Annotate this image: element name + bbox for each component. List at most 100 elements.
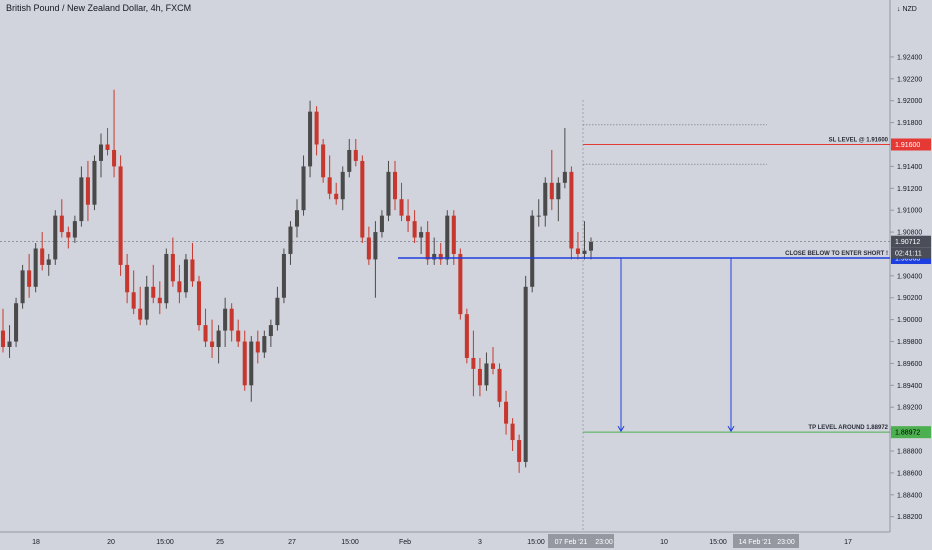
candle-body xyxy=(419,232,424,238)
candle-body xyxy=(105,144,110,150)
plot-background xyxy=(0,0,890,532)
last-price-tag xyxy=(891,235,931,248)
time-tick-label: 10 xyxy=(660,539,668,546)
price-tick-label: 1.90400 xyxy=(897,273,922,280)
candle-body xyxy=(183,259,188,293)
candle-body xyxy=(366,237,371,260)
price-tick-label: 1.91400 xyxy=(897,164,922,171)
candle-body xyxy=(7,341,12,348)
countdown-tag xyxy=(891,247,931,259)
time-tick-label: 27 xyxy=(288,539,296,546)
price-tick-label: 1.92400 xyxy=(897,54,922,61)
candle-body xyxy=(458,253,463,315)
price-tick-label: 1.88800 xyxy=(897,448,922,455)
price-tick-label: 1.88600 xyxy=(897,470,922,477)
candle-body xyxy=(112,149,117,167)
candle-body xyxy=(255,341,260,353)
candle-body xyxy=(530,215,535,287)
time-tick-label: 18 xyxy=(32,539,40,546)
candle-body xyxy=(131,292,136,309)
candle-body xyxy=(216,330,221,348)
price-tick-label: 1.91000 xyxy=(897,208,922,215)
price-tick-label: 1.89600 xyxy=(897,361,922,368)
candle-body xyxy=(556,182,561,200)
price-tick-label: 1.88200 xyxy=(897,514,922,521)
tp-price-tag xyxy=(891,426,931,439)
candle-body xyxy=(373,232,378,260)
candle-body xyxy=(569,171,574,249)
candle-body xyxy=(562,171,567,183)
candle-body xyxy=(66,232,71,238)
candle-body xyxy=(196,281,202,326)
candle-body xyxy=(360,160,365,238)
candle-body xyxy=(497,368,502,402)
time-tick-label: 15:00 xyxy=(156,539,174,546)
candle-body xyxy=(340,171,345,200)
candle-body xyxy=(504,401,509,424)
price-tick-label: 1.92200 xyxy=(897,76,922,83)
target-arrow-head xyxy=(727,425,735,433)
candle-body xyxy=(523,286,528,462)
candle-body xyxy=(582,250,587,254)
time-highlight-label: 14 Feb '21 xyxy=(739,539,772,546)
candle-body xyxy=(14,303,19,342)
price-tick-label: 1.90000 xyxy=(897,317,922,324)
candle-body xyxy=(203,325,208,342)
candle-body xyxy=(575,248,580,254)
candle-body xyxy=(477,368,482,386)
candle-body xyxy=(321,144,326,178)
sl-level-label: SL LEVEL @ 1.91600 xyxy=(829,137,889,143)
time-tick-label: 15:00 xyxy=(709,539,727,546)
price-tick-label: 1.89400 xyxy=(897,383,922,390)
candle-body xyxy=(517,440,522,462)
time-highlight-label: 07 Feb '21 xyxy=(555,539,588,546)
candle-body xyxy=(210,341,215,348)
candle-body xyxy=(0,330,6,348)
candle-body xyxy=(425,232,430,260)
candle-body xyxy=(543,182,548,216)
candle-body xyxy=(125,264,130,293)
candle-body xyxy=(347,149,352,172)
tp-level-label: TP LEVEL AROUND 1.88972 xyxy=(808,425,888,431)
candle-body xyxy=(33,248,38,287)
time-tick-label: 3 xyxy=(478,539,482,546)
candle-body xyxy=(451,215,456,254)
candle-body xyxy=(588,241,594,251)
candle-body xyxy=(471,357,476,369)
price-tick-label: 1.90800 xyxy=(897,230,922,237)
candle-body xyxy=(308,111,313,167)
sl-price-tag xyxy=(891,138,931,151)
candle-body xyxy=(79,177,84,222)
time-highlight-box xyxy=(733,534,799,548)
price-tick-label: 1.88400 xyxy=(897,492,922,499)
candle-body xyxy=(85,177,90,205)
time-tick-label: 15:00 xyxy=(341,539,359,546)
candle-body xyxy=(275,297,280,326)
candle-body xyxy=(379,215,384,233)
price-tick-label: 1.89800 xyxy=(897,339,922,346)
candle-body xyxy=(157,297,162,304)
sl-price-tag-label: 1.91600 xyxy=(895,142,920,149)
candle-body xyxy=(20,270,25,304)
candle-body xyxy=(40,248,45,265)
time-highlight-box xyxy=(548,534,614,548)
candle-body xyxy=(438,253,443,260)
candle-body xyxy=(164,253,169,304)
time-tick-label: 17 xyxy=(844,539,852,546)
candle-body xyxy=(190,259,195,282)
candle-body xyxy=(177,281,182,293)
candle-body xyxy=(334,193,339,200)
candle-body xyxy=(92,160,97,205)
candle-body xyxy=(301,166,306,211)
price-tick-label: 1.90200 xyxy=(897,295,922,302)
candle-body xyxy=(236,330,241,342)
entry-level-label: CLOSE BELOW TO ENTER SHORT ! xyxy=(785,251,888,257)
candle-body xyxy=(144,286,149,320)
price-tick-label: 1.92000 xyxy=(897,98,922,105)
candle-body xyxy=(118,166,123,265)
candle-body xyxy=(223,308,228,331)
price-tick-label: 1.91200 xyxy=(897,186,922,193)
candle-body xyxy=(53,215,58,260)
